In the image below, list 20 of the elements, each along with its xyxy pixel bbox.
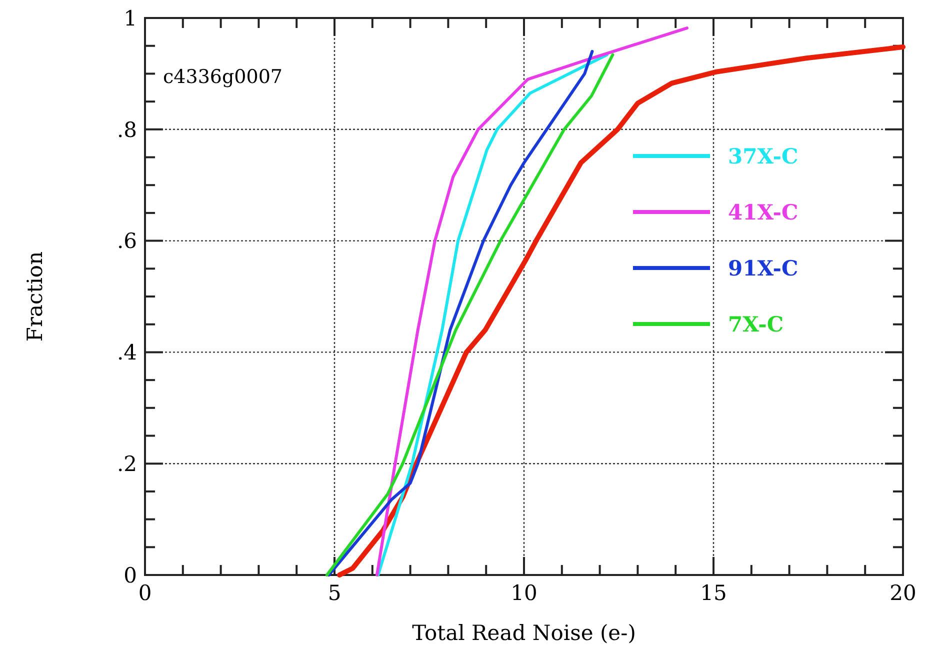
annotation: c4336g0007 xyxy=(163,66,283,88)
y-tick-label: .6 xyxy=(116,229,137,254)
y-axis-title: Fraction xyxy=(23,251,47,342)
y-tick-label: 0 xyxy=(124,563,137,588)
line-series xyxy=(376,53,608,576)
legend-label: 37X-C xyxy=(728,143,798,168)
legend-label: 7X-C xyxy=(728,311,784,336)
x-tick-label: 15 xyxy=(700,581,727,605)
legend-label: 91X-C xyxy=(728,255,798,280)
x-tick-label: 0 xyxy=(138,581,152,605)
line-series xyxy=(375,26,688,576)
y-tick-label: 1 xyxy=(124,6,137,30)
y-tick-label: .2 xyxy=(116,452,137,476)
legend-label: 41X-C xyxy=(728,199,798,224)
x-tick-label: 20 xyxy=(890,581,916,605)
y-tick-label: .4 xyxy=(116,340,137,365)
x-tick-label: 10 xyxy=(510,581,538,605)
x-tick-label: 5 xyxy=(328,581,342,605)
x-axis-title: Total Read Noise (e-) xyxy=(412,621,636,645)
y-tick-label: .8 xyxy=(116,118,137,142)
